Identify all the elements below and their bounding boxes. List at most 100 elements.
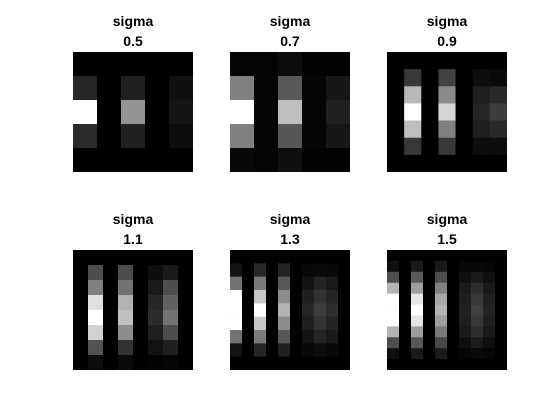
heatmap-cell <box>404 69 422 87</box>
heatmap-cell <box>399 271 412 284</box>
heatmap-cell <box>314 303 327 317</box>
heatmap-cell <box>459 359 472 370</box>
heatmap-cell <box>73 310 89 326</box>
heatmap-cell <box>302 124 327 149</box>
heatmap-cell <box>254 148 279 172</box>
heatmap-cell <box>435 304 448 316</box>
heatmap-cell <box>254 276 267 291</box>
heatmap-cell <box>404 137 422 156</box>
heatmap-cell <box>435 315 448 327</box>
heatmap-cell <box>103 295 119 311</box>
heatmap-cell <box>163 295 179 311</box>
heatmap-cell <box>483 271 496 284</box>
heatmap-cell <box>278 100 303 125</box>
heatmap-cell <box>178 325 193 341</box>
heatmap-cell <box>459 271 472 284</box>
heatmap-cell <box>242 263 255 277</box>
heatmap-cell <box>326 100 350 125</box>
heatmap-cell <box>73 52 98 77</box>
heatmap-cell <box>254 316 267 331</box>
heatmap-cell <box>483 315 496 327</box>
heatmap-cell <box>447 271 460 284</box>
heatmap-cell <box>278 290 291 304</box>
heatmap-cell <box>326 343 339 357</box>
heatmap-cell <box>266 356 279 370</box>
subplot-title-line1: sigma <box>269 13 311 29</box>
heatmap-cell <box>459 250 472 262</box>
heatmap-cell <box>387 260 400 273</box>
heatmap-cell <box>483 260 496 273</box>
heatmap-cell <box>278 356 291 370</box>
heatmap-cell <box>455 86 474 104</box>
heatmap-cell <box>73 76 98 101</box>
heatmap-cell <box>387 359 400 370</box>
heatmap-cell <box>387 250 400 262</box>
heatmap-cell <box>266 290 279 304</box>
heatmap-cell <box>411 271 424 284</box>
heatmap-cell <box>495 250 507 262</box>
heatmap-cell <box>447 250 460 262</box>
heatmap-cell <box>103 280 119 296</box>
heatmap-cell <box>404 86 422 104</box>
heatmap-cell <box>163 265 179 281</box>
heatmap-cell <box>421 52 439 70</box>
heatmap-cell <box>447 293 460 305</box>
heatmap-cell <box>483 326 496 338</box>
heatmap-cell <box>302 356 315 370</box>
heatmap-cell <box>326 330 339 344</box>
heatmap-cell <box>278 250 291 264</box>
heatmap-cell <box>169 148 193 172</box>
heatmap-cell <box>447 304 460 316</box>
heatmap-cell <box>278 330 291 344</box>
heatmap-cell <box>472 86 491 104</box>
heatmap-cell <box>302 76 327 101</box>
heatmap-cell <box>338 316 350 331</box>
heatmap-cell <box>169 52 193 77</box>
heatmap-cell <box>302 290 315 304</box>
heatmap-cell <box>242 316 255 331</box>
heatmap-cell <box>290 330 303 344</box>
subplot-sigma-0-5: sigma 0.5 <box>73 12 193 172</box>
heatmap-cell <box>266 343 279 357</box>
heatmap-cell <box>290 316 303 331</box>
heatmap-cell <box>254 290 267 304</box>
heatmap-cell <box>254 52 279 77</box>
heatmap-cell <box>326 290 339 304</box>
heatmap-cell <box>242 343 255 357</box>
heatmap-cell <box>471 271 484 284</box>
heatmap-cell <box>495 260 507 273</box>
heatmap-cell <box>411 304 424 316</box>
heatmap-cell <box>230 276 243 291</box>
heatmap-cell <box>338 303 350 317</box>
heatmap-cell <box>495 348 507 360</box>
heatmap-cell <box>387 137 405 156</box>
heatmap-image <box>230 52 350 172</box>
heatmap-cell <box>73 280 89 296</box>
heatmap-cell <box>471 304 484 316</box>
subplot-title-line2: 0.9 <box>437 33 457 49</box>
heatmap-cell <box>471 337 484 349</box>
heatmap-cell <box>230 303 243 317</box>
heatmap-cell <box>88 265 104 281</box>
heatmap-cell <box>145 100 170 125</box>
heatmap-cell <box>73 250 89 266</box>
heatmap-cell <box>447 348 460 360</box>
heatmap-cell <box>326 52 350 77</box>
heatmap-cell <box>148 265 164 281</box>
heatmap-cell <box>438 154 456 172</box>
heatmap-cell <box>290 303 303 317</box>
heatmap-cell <box>169 76 193 101</box>
heatmap-cell <box>121 124 146 149</box>
heatmap-cell <box>338 356 350 370</box>
heatmap-cell <box>338 343 350 357</box>
heatmap-cell <box>254 100 279 125</box>
heatmap-cell <box>118 355 134 370</box>
heatmap-cell <box>447 337 460 349</box>
heatmap-cell <box>435 282 448 294</box>
heatmap-cell <box>472 103 491 121</box>
heatmap-cell <box>163 355 179 370</box>
heatmap-cell <box>411 260 424 273</box>
heatmap-cell <box>121 52 146 77</box>
heatmap-cell <box>148 250 164 266</box>
